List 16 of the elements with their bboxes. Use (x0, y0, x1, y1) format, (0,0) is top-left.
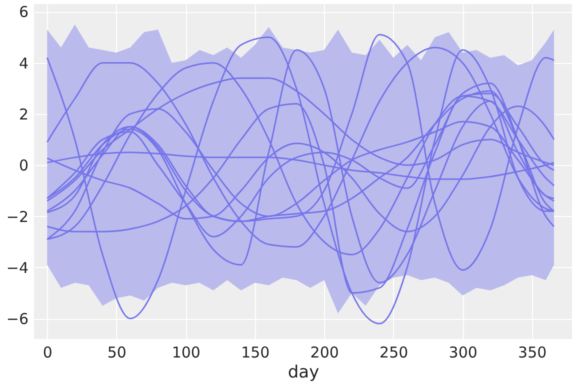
y-tick-label: −4 (6, 258, 28, 277)
x-tick-label: 150 (241, 344, 270, 362)
y-tick-label: 4 (18, 54, 28, 72)
y-tick-label: −6 (6, 310, 28, 328)
x-tick-label: 250 (380, 344, 408, 362)
x-tick-label: 0 (42, 344, 52, 362)
x-axis-title: day (288, 362, 320, 382)
x-tick-label: 300 (448, 344, 478, 362)
x-tick-label: 350 (518, 344, 547, 362)
y-tick-label: −2 (6, 208, 28, 226)
y-tick-label: 2 (18, 105, 28, 124)
x-tick-label: 200 (310, 344, 339, 362)
y-tick-label: 0 (18, 156, 28, 175)
x-tick-label: 50 (107, 344, 126, 362)
y-tick-label: 6 (18, 3, 28, 22)
x-tick-label: 100 (172, 344, 200, 362)
